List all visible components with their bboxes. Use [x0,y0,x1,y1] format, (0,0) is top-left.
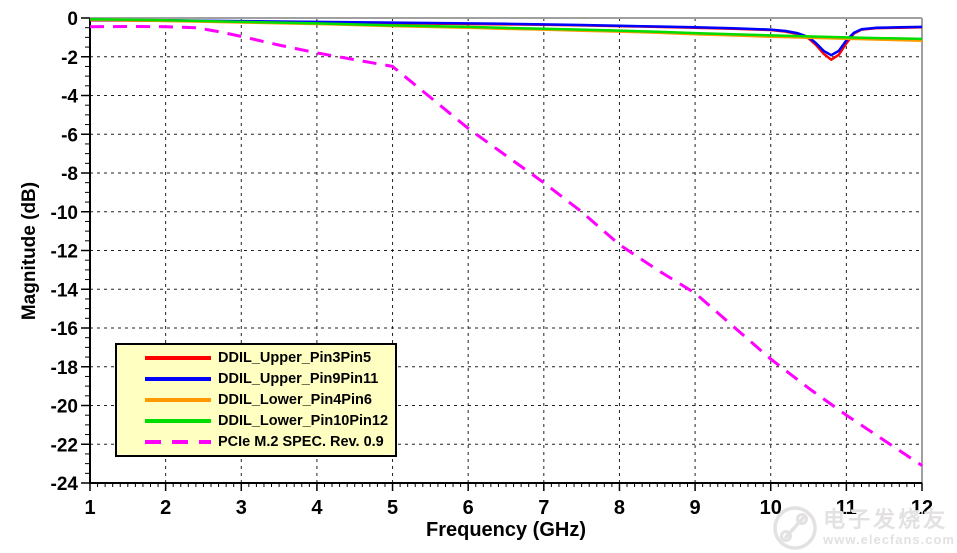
y-tick-label: -24 [51,474,79,495]
y-tick-label: -6 [61,125,78,146]
x-tick-label: 9 [690,497,701,519]
watermark-text: 电子发烧友 www.elecfans.com [823,506,955,547]
x-tick-label: 7 [538,497,549,519]
legend-item: DDIL_Lower_Pin4Pin6 [145,390,391,410]
legend: DDIL_Upper_Pin3Pin5 DDIL_Upper_Pin9Pin11 D… [115,343,397,457]
y-tick-label: -22 [51,435,78,456]
elecfans-logo-icon [773,506,817,550]
y-tick-label: -14 [51,280,79,301]
y-tick-label: -4 [61,87,78,108]
x-tick-label: 6 [463,497,474,519]
x-axis-title: Frequency (GHz) [425,519,587,541]
legend-item-label: PCIe M.2 SPEC. Rev. 0.9 [218,433,384,450]
series-line-ddil-upper-pin3pin5 [89,19,923,61]
legend-item: PCIe M.2 SPEC. Rev. 0.9 [145,432,391,452]
x-tick-label: 12 [911,497,933,519]
y-tick-label: -18 [51,358,78,379]
x-tick-label: 10 [760,497,782,519]
legend-item-label: DDIL_Upper_Pin9Pin11 [218,371,379,388]
y-tick-label: -20 [51,397,78,418]
legend-item-label: DDIL_Lower_Pin4Pin6 [218,391,372,408]
x-tick-label: 8 [614,497,625,519]
legend-line-sample [145,397,211,402]
y-tick-label: -12 [51,242,78,263]
legend-dashed-line-sample [145,439,211,444]
x-tick-label: 3 [236,497,247,519]
legend-item: DDIL_Upper_Pin9Pin11 [145,369,391,389]
y-tick-label: -2 [61,48,78,69]
legend-line-sample [145,356,211,361]
x-tick-label: 5 [387,497,398,519]
y-tick-label: -10 [51,203,78,224]
x-tick-label: 11 [836,497,857,519]
watermark: 电子发烧友 www.elecfans.com [771,503,955,551]
series-line-pcie-m-2-spec-rev-0-9 [89,25,923,467]
y-tick-label: 0 [67,9,78,30]
x-tick-label: 1 [84,497,95,519]
legend-line-sample [145,377,211,382]
legend-item: DDIL_Upper_Pin3Pin5 [145,348,391,368]
legend-line-sample [145,418,211,423]
y-tick-label: -8 [61,164,78,185]
y-axis-title: Magnitude (dB) [19,181,40,321]
watermark-brand: 电子发烧友 [823,506,949,532]
series-line-ddil-lower-pin10pin12 [89,17,923,41]
legend-item: DDIL_Lower_Pin10Pin12 [145,411,391,431]
legend-item-label: DDIL_Lower_Pin10Pin12 [218,412,389,429]
x-tick-label: 2 [160,497,171,519]
watermark-url: www.elecfans.com [823,531,955,547]
x-tick-label: 4 [311,497,323,519]
legend-item-label: DDIL_Upper_Pin3Pin5 [218,350,372,367]
y-tick-label: -16 [51,319,78,340]
